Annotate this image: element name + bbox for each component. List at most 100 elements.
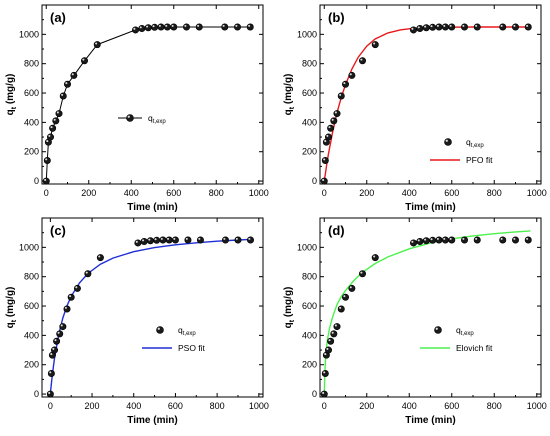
data-point-highlight [69, 295, 72, 298]
y-tick-label: 200 [302, 360, 317, 370]
x-axis-label: Time (min) [405, 415, 455, 426]
data-point [73, 284, 81, 292]
data-point-highlight [334, 324, 337, 327]
x-tick-label: 800 [487, 401, 502, 411]
x-tick-label: 600 [166, 188, 181, 198]
data-point-highlight [60, 324, 63, 327]
data-point-highlight [349, 286, 352, 289]
data-point-highlight [411, 240, 414, 243]
series-line [323, 230, 531, 395]
y-axis-label: qt (mg/g) [283, 287, 296, 329]
data-point [429, 236, 437, 244]
data-point-highlight [185, 237, 188, 240]
data-point [51, 346, 59, 354]
data-point [358, 270, 366, 278]
y-tick-label: 200 [24, 360, 39, 370]
data-point [46, 390, 54, 398]
y-tick-label: 600 [302, 301, 317, 311]
data-point-highlight [360, 271, 363, 274]
data-point-highlight [65, 82, 68, 85]
y-axis-label: qt (mg/g) [5, 74, 18, 116]
legend-marker-highlight [445, 139, 448, 142]
data-point [416, 24, 424, 32]
data-point [524, 23, 532, 31]
data-point-highlight [48, 391, 51, 394]
data-point [341, 80, 349, 88]
data-point [448, 23, 456, 31]
chart-panel-2: 0 200 400 600 800 1000 0 200 400 600 800 1000 Time (… [283, 4, 547, 213]
x-axis-label: Time (min) [127, 202, 177, 213]
plot-frame [319, 4, 542, 185]
data-point-highlight [223, 237, 226, 240]
data-point-highlight [343, 82, 346, 85]
data-point [435, 23, 443, 31]
data-point-highlight [328, 126, 331, 129]
plot-frame [41, 217, 264, 398]
data-point [422, 237, 430, 245]
data-point [151, 23, 159, 31]
legend-label: Elovich fit [456, 343, 493, 353]
data-point-highlight [331, 118, 334, 121]
y-tick-label: 800 [302, 272, 317, 282]
data-point-highlight [56, 111, 59, 114]
y-axis-label: qt (mg/g) [283, 74, 296, 116]
data-point-highlight [49, 371, 52, 374]
data-point-highlight [82, 58, 85, 61]
data-point [246, 23, 254, 31]
data-point-highlight [222, 24, 225, 27]
y-tick-label: 600 [24, 88, 39, 98]
data-point-highlight [248, 237, 251, 240]
data-point [134, 239, 142, 247]
data-point [47, 370, 55, 378]
data-point [320, 390, 328, 398]
data-point-highlight [198, 237, 201, 240]
legend-marker [444, 138, 452, 146]
data-point [473, 236, 481, 244]
data-point [321, 370, 329, 378]
data-point [195, 23, 203, 31]
data-point [138, 24, 146, 32]
data-point-highlight [154, 238, 157, 241]
data-point-highlight [475, 237, 478, 240]
data-point-highlight [54, 339, 57, 342]
data-point-highlight [44, 178, 47, 181]
data-point-highlight [171, 24, 174, 27]
data-point-highlight [142, 239, 145, 242]
data-point [59, 323, 67, 331]
plot-frame [319, 217, 542, 398]
data-point [221, 236, 229, 244]
data-point [460, 23, 468, 31]
data-point-highlight [48, 134, 51, 137]
data-point [460, 236, 468, 244]
series-line [49, 238, 253, 395]
data-point-highlight [160, 237, 163, 240]
data-point-highlight [373, 255, 376, 258]
data-point-highlight [324, 140, 327, 143]
data-point [448, 236, 456, 244]
chart-panel-3: 0 200 400 600 800 1000 0 200 400 600 800 1000 Time (… [5, 217, 269, 426]
x-tick-label: 800 [487, 188, 502, 198]
data-point [337, 305, 345, 313]
x-tick-label: 800 [209, 188, 224, 198]
data-point-highlight [424, 238, 427, 241]
data-point [422, 24, 430, 32]
x-tick-label: 1000 [527, 188, 547, 198]
x-axis-label: Time (min) [405, 202, 455, 213]
legend-label: qt,exp [466, 137, 484, 149]
data-point [524, 236, 532, 244]
data-point-highlight [436, 24, 439, 27]
data-point-highlight [323, 371, 326, 374]
data-point-highlight [326, 134, 329, 137]
data-point-highlight [248, 24, 251, 27]
data-point [371, 254, 379, 262]
data-point [499, 23, 507, 31]
data-point [196, 236, 204, 244]
data-point [132, 26, 140, 34]
data-point-highlight [52, 347, 55, 350]
data-point-highlight [417, 26, 420, 29]
y-tick-label: 400 [24, 330, 39, 340]
data-point [67, 293, 75, 301]
y-tick-label: 600 [24, 301, 39, 311]
data-point [159, 236, 167, 244]
x-tick-label: 1000 [527, 401, 547, 411]
